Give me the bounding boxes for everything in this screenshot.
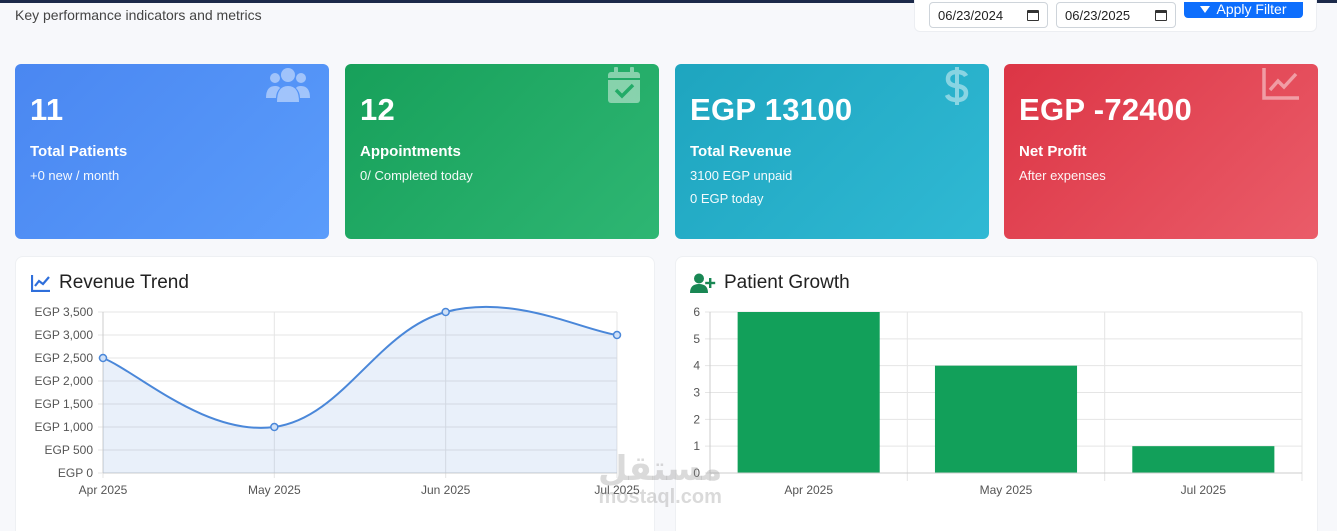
y-tick-label: EGP 3,000	[35, 328, 94, 342]
dollar-icon	[945, 67, 969, 105]
card-label: Total Revenue	[690, 143, 792, 160]
chart-line-icon	[31, 275, 50, 292]
chart-line-icon	[1262, 68, 1299, 100]
card-value: EGP -72400	[1019, 92, 1193, 127]
watermark-latin: mostaql.com	[598, 486, 722, 508]
y-tick-label: EGP 500	[45, 443, 94, 457]
y-tick-label: EGP 0	[58, 466, 93, 480]
net-profit-card: EGP -72400 Net Profit After expenses	[1004, 64, 1318, 239]
x-tick-label: Apr 2025	[79, 483, 128, 497]
revenue-point	[612, 330, 622, 340]
card-subtext: 0/ Completed today	[360, 168, 473, 183]
x-tick-label: Jul 2025	[594, 483, 640, 497]
patient-growth-heading: Patient Growth	[690, 272, 850, 294]
y-tick-label: EGP 2,500	[35, 351, 94, 365]
revenue-trend-title: Revenue Trend	[59, 272, 189, 293]
y-tick-label: EGP 2,000	[35, 374, 94, 388]
y-tick-label: 5	[693, 332, 700, 346]
patient-growth-bar	[737, 312, 880, 473]
watermark: مستقل mostaql.com	[598, 452, 722, 508]
card-label: Net Profit	[1019, 143, 1087, 160]
y-tick-label: 3	[693, 386, 700, 400]
y-tick-label: 0	[693, 466, 700, 480]
x-tick-label: Apr 2025	[784, 483, 833, 497]
users-icon	[266, 68, 310, 102]
x-tick-label: Jul 2025	[1181, 483, 1227, 497]
watermark-arabic: مستقل	[598, 450, 723, 488]
patient-growth-bar	[1132, 446, 1275, 473]
revenue-area	[103, 306, 617, 473]
filter-icon	[1200, 6, 1211, 13]
top-border	[0, 0, 1337, 3]
y-tick-label: EGP 3,500	[35, 305, 94, 319]
x-tick-label: May 2025	[980, 483, 1033, 497]
date-to-input[interactable]: 06/23/2025	[1056, 2, 1176, 28]
revenue-trend-panel: Revenue Trend	[15, 256, 655, 531]
patient-growth-title: Patient Growth	[724, 272, 850, 293]
apply-filter-button[interactable]: Apply Filter	[1184, 2, 1303, 18]
patient-growth-bar	[934, 365, 1078, 473]
appointments-card: 12 Appointments 0/ Completed today	[345, 64, 659, 239]
total-revenue-card: EGP 13100 Total Revenue 3100 EGP unpaid …	[675, 64, 989, 239]
revenue-point	[441, 307, 450, 317]
y-tick-label: 2	[693, 412, 700, 426]
y-tick-label: 4	[693, 359, 700, 373]
y-tick-label: 1	[693, 439, 700, 453]
calendar-icon[interactable]	[1027, 9, 1039, 21]
apply-filter-label: Apply Filter	[1216, 2, 1287, 17]
date-from-value: 06/23/2024	[938, 7, 1004, 23]
y-tick-label: 6	[693, 305, 700, 319]
calendar-icon[interactable]	[1155, 9, 1167, 21]
revenue-point	[270, 422, 279, 432]
x-tick-label: May 2025	[248, 483, 301, 497]
y-tick-label: EGP 1,500	[35, 397, 94, 411]
card-label: Total Patients	[30, 143, 128, 160]
card-subtext: +0 new / month	[30, 168, 120, 183]
y-tick-label: EGP 1,000	[35, 420, 94, 434]
card-subtext: After expenses	[1019, 168, 1106, 183]
card-value: 12	[360, 92, 396, 127]
x-tick-label: Jun 2025	[421, 483, 471, 497]
revenue-trend-heading: Revenue Trend	[31, 272, 189, 294]
revenue-point	[98, 353, 108, 363]
calendar-check-icon	[608, 67, 640, 103]
page-subtitle: Key performance indicators and metrics	[15, 7, 262, 23]
revenue-line	[102, 305, 618, 429]
user-plus-icon	[690, 273, 716, 293]
date-to-value: 06/23/2025	[1065, 7, 1131, 23]
date-from-input[interactable]: 06/23/2024	[929, 2, 1048, 28]
card-subtext-secondary: 0 EGP today	[690, 191, 764, 206]
card-value: EGP 13100	[690, 92, 853, 127]
card-label: Appointments	[360, 143, 461, 160]
card-value: 11	[30, 92, 64, 127]
card-subtext: 3100 EGP unpaid	[690, 168, 793, 183]
total-patients-card: 11 Total Patients +0 new / month	[15, 64, 329, 239]
